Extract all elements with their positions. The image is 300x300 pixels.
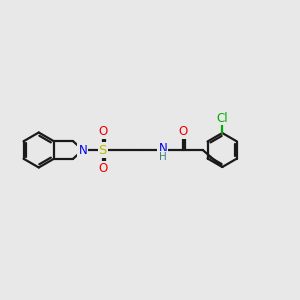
Text: O: O (98, 162, 107, 175)
Text: O: O (178, 125, 188, 138)
Text: H: H (159, 152, 167, 162)
Text: Cl: Cl (217, 112, 228, 124)
Text: O: O (98, 125, 107, 138)
Text: N: N (158, 142, 167, 155)
Text: S: S (99, 143, 107, 157)
Text: N: N (78, 143, 87, 157)
